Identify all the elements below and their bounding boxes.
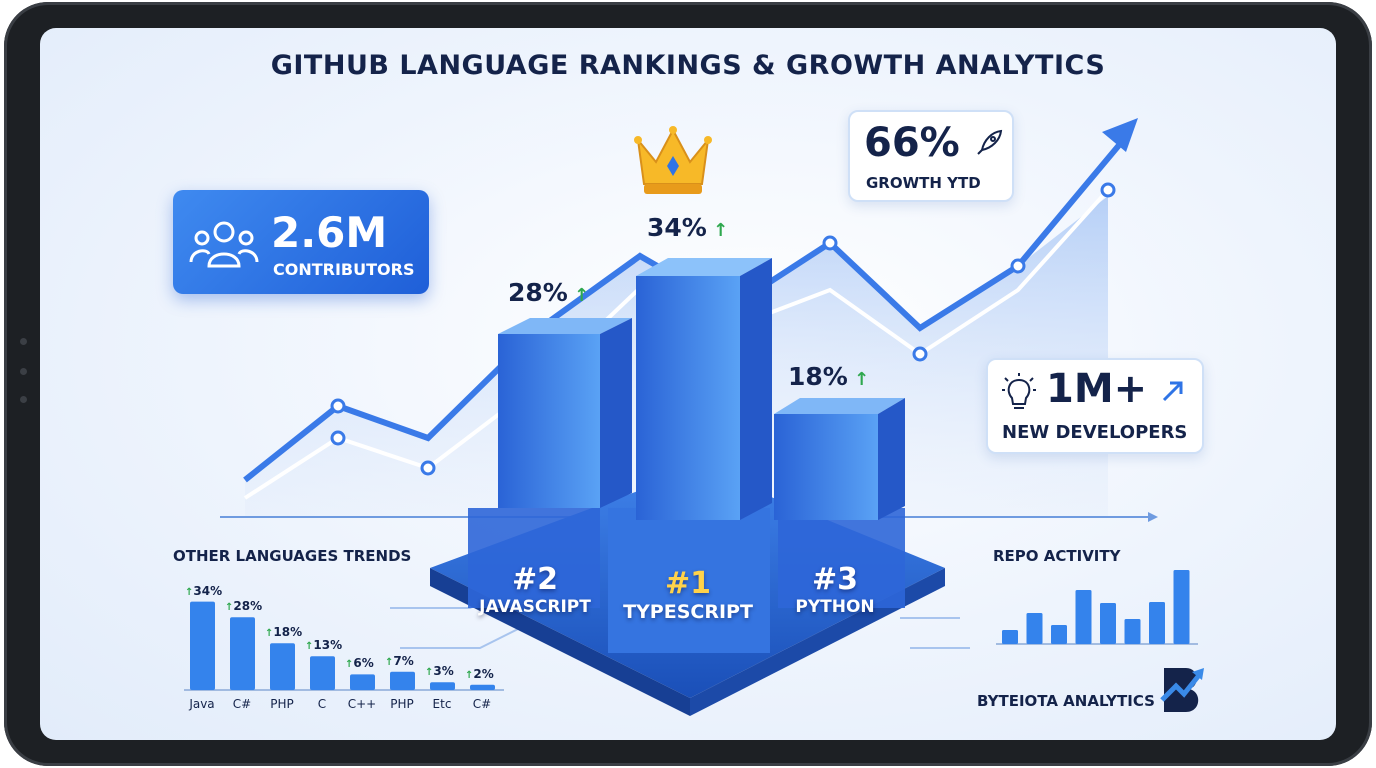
growth-label: GROWTH YTD xyxy=(866,174,981,192)
growth-card: 66% GROWTH YTD xyxy=(848,110,1014,202)
byteiota-logo xyxy=(1160,668,1204,712)
repo-activity-title: REPO ACTIVITY xyxy=(993,547,1121,565)
podium-graphic xyxy=(390,258,970,716)
arrow-up-icon: ↑ xyxy=(465,669,474,681)
bar xyxy=(1051,625,1067,644)
rank-2-label: #2 JAVASCRIPT xyxy=(479,562,591,617)
arrow-up-right-icon xyxy=(1162,381,1183,402)
new-developers-value: 1M+ xyxy=(1046,366,1148,412)
camera-dot xyxy=(20,338,27,345)
bar xyxy=(1173,570,1190,644)
bar xyxy=(430,682,455,690)
bar xyxy=(1124,619,1141,644)
bar xyxy=(1026,613,1043,644)
arrow-up-icon: ↑ xyxy=(265,628,274,640)
repo-activity-chart xyxy=(996,570,1198,645)
data-label: ↑18% xyxy=(265,625,303,640)
tick-label: C# xyxy=(232,697,252,711)
data-label: ↑13% xyxy=(305,638,343,653)
data-label: ↑34% xyxy=(185,583,223,598)
tick-label: PHP xyxy=(270,697,294,711)
bar xyxy=(270,643,295,690)
arrow-up-icon: ↑ xyxy=(305,641,314,653)
python-share: 18% ↑ xyxy=(788,362,870,391)
arrow-up-icon: ↑ xyxy=(847,369,870,390)
data-label: ↑28% xyxy=(225,599,263,614)
tick-label: C# xyxy=(472,697,492,711)
other-languages-title: OTHER LANGUAGES TRENDS xyxy=(173,547,412,565)
data-label: ↑3% xyxy=(425,664,454,679)
bar xyxy=(470,684,495,690)
bar xyxy=(1100,603,1116,644)
data-label: ↑2% xyxy=(465,666,494,681)
arrow-up-icon: ↑ xyxy=(345,659,354,671)
data-label: ↑6% xyxy=(345,656,374,671)
new-developers-label: NEW DEVELOPERS xyxy=(1002,422,1188,443)
growth-value: 66% xyxy=(864,120,960,166)
typescript-share: 34% ↑ xyxy=(647,213,729,242)
arrow-up-icon: ↑ xyxy=(706,220,729,241)
arrow-up-icon: ↑ xyxy=(567,285,590,306)
rank-1-label: #1 TYPESCRIPT xyxy=(623,566,753,623)
rocket-icon xyxy=(977,129,1003,155)
arrow-up-icon: ↑ xyxy=(185,586,194,598)
tick-label: PHP xyxy=(390,697,414,711)
crown-icon xyxy=(634,126,712,194)
contributors-label: CONTRIBUTORS xyxy=(273,260,415,279)
contributors-value: 2.6M xyxy=(271,208,388,257)
bar xyxy=(1149,602,1165,644)
tick-label: C++ xyxy=(347,697,377,711)
bar xyxy=(1075,590,1092,644)
brand-name: BYTEIOTA ANALYTICS xyxy=(977,692,1155,710)
arrow-up-icon: ↑ xyxy=(385,656,394,668)
bar xyxy=(1002,630,1018,644)
camera-dot xyxy=(20,368,27,375)
camera-dot xyxy=(20,396,27,403)
infographic-screen: GITHUB LANGUAGE RANKINGS & GROWTH ANALYT… xyxy=(40,28,1336,740)
contributors-card: 2.6M CONTRIBUTORS xyxy=(173,190,429,294)
bar xyxy=(190,601,215,690)
bar xyxy=(310,656,335,690)
tick-label: Etc xyxy=(432,697,452,711)
arrow-up-icon: ↑ xyxy=(425,667,434,679)
page-title: GITHUB LANGUAGE RANKINGS & GROWTH ANALYT… xyxy=(270,50,1106,81)
tick-label: C xyxy=(317,697,327,711)
arrow-up-icon: ↑ xyxy=(225,602,234,614)
tick-label: Java xyxy=(189,697,215,711)
lightbulb-icon xyxy=(1002,373,1036,409)
data-label: ↑7% xyxy=(385,653,414,668)
rank-3-label: #3 PYTHON xyxy=(795,562,875,617)
users-icon xyxy=(189,221,259,268)
javascript-share: 28% ↑ xyxy=(508,278,590,307)
other-languages-chart xyxy=(184,601,504,691)
bar xyxy=(390,671,415,690)
bar xyxy=(230,617,255,690)
bar xyxy=(350,674,375,690)
new-developers-card: 1M+ NEW DEVELOPERS xyxy=(986,358,1204,454)
